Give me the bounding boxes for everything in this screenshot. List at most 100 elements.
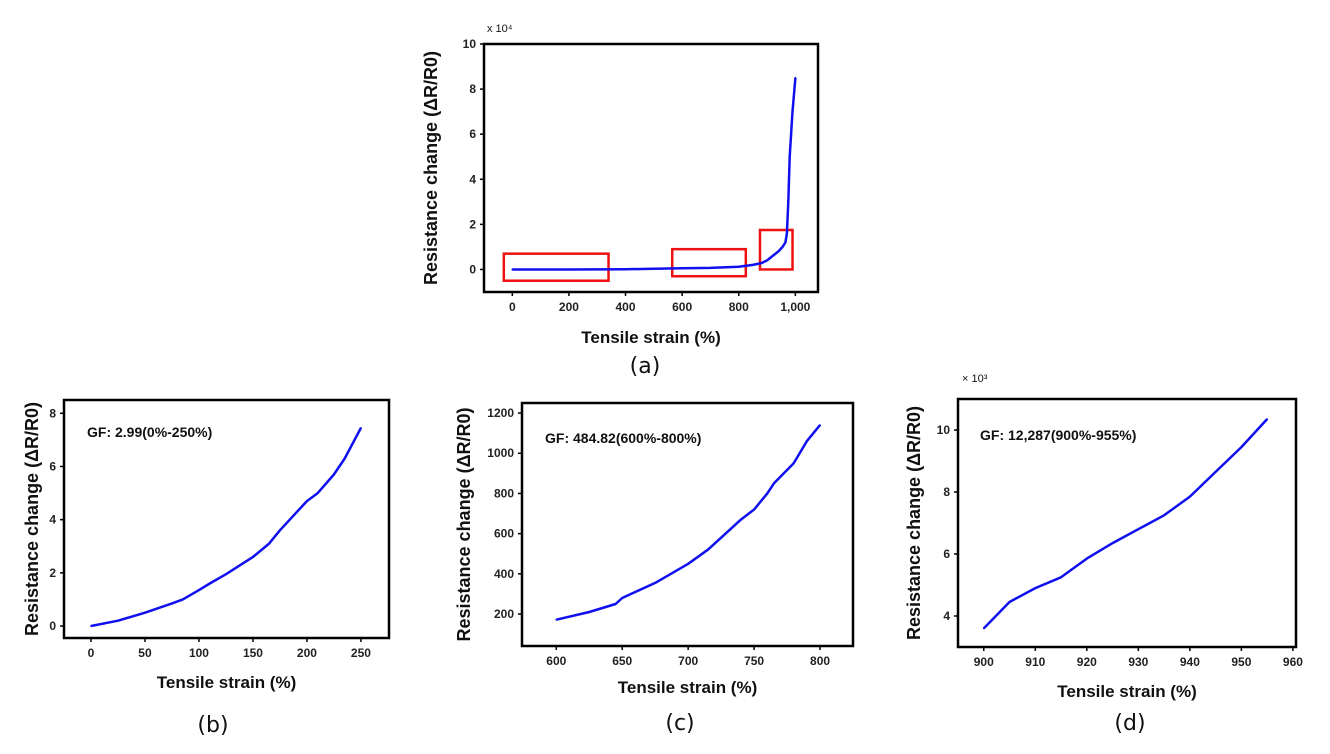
data-point xyxy=(740,518,742,521)
y-tick-label: 200 xyxy=(494,607,514,621)
x-tick-label: 940 xyxy=(1180,655,1200,669)
y-axis-label: Resistance change (ΔR/R0) xyxy=(454,407,474,641)
data-point xyxy=(1266,418,1269,421)
plot-frame xyxy=(956,397,1298,649)
y-tick-label: 6 xyxy=(469,127,476,141)
data-point xyxy=(709,266,712,269)
y-axis-multiplier: × 10³ xyxy=(962,373,988,385)
chart-panel-c: 600 650 700 750 800 200 400 600 800 1000 1200 Tensi… xyxy=(454,401,855,736)
data-point xyxy=(781,246,784,248)
data-point xyxy=(791,110,794,113)
data-point xyxy=(707,548,709,551)
x-tick-label: 250 xyxy=(351,646,371,660)
data-point xyxy=(654,581,657,584)
data-point xyxy=(208,582,211,585)
x-tick-label: 1,000 xyxy=(780,300,810,314)
data-point xyxy=(316,492,319,494)
highlight-region-box xyxy=(670,247,748,278)
x-tick-label: 910 xyxy=(1025,655,1045,669)
y-tick-label: 6 xyxy=(943,547,950,561)
data-series-line xyxy=(982,418,1269,630)
data-point xyxy=(90,625,92,627)
x-tick-label: 200 xyxy=(559,300,579,314)
x-tick-label: 900 xyxy=(974,655,994,669)
highlight-region-box xyxy=(758,228,794,271)
x-tick-label: 650 xyxy=(612,654,632,668)
data-point xyxy=(766,259,768,262)
data-point xyxy=(268,542,271,545)
y-tick-label: 800 xyxy=(494,486,514,500)
x-tick-label: 100 xyxy=(189,646,209,660)
data-point xyxy=(819,424,821,427)
x-tick-label: 700 xyxy=(678,654,698,668)
data-point xyxy=(333,473,335,476)
data-point xyxy=(252,555,254,558)
y-tick-label: 0 xyxy=(49,619,56,633)
highlight-region-box xyxy=(502,252,610,282)
data-point xyxy=(1034,587,1037,589)
data-point xyxy=(777,250,780,253)
data-point xyxy=(720,536,723,539)
panel-label: (c) xyxy=(665,711,694,736)
data-point xyxy=(766,492,769,495)
x-tick-label: 920 xyxy=(1077,655,1097,669)
y-tick-label: 600 xyxy=(494,527,514,541)
x-axis-label: Tensile strain (%) xyxy=(157,673,297,692)
data-point xyxy=(568,268,570,271)
data-point xyxy=(652,267,655,270)
data-point xyxy=(588,611,591,613)
y-axis-label: Resistance change (ΔR/R0) xyxy=(421,51,441,285)
x-tick-label: 950 xyxy=(1231,655,1251,669)
data-point xyxy=(279,529,281,532)
y-tick-label: 400 xyxy=(494,567,514,581)
panel-label: (b) xyxy=(197,713,228,738)
data-point xyxy=(624,268,627,271)
data-point xyxy=(772,482,775,485)
data-point xyxy=(751,264,754,266)
y-tick-label: 10 xyxy=(463,37,477,51)
data-point xyxy=(181,598,184,601)
data-point xyxy=(360,427,362,429)
data-point xyxy=(1060,576,1062,579)
y-tick-label: 8 xyxy=(49,406,56,420)
x-axis-label: Tensile strain (%) xyxy=(1057,682,1197,701)
data-point xyxy=(1111,542,1114,545)
data-point xyxy=(614,603,617,605)
x-tick-label: 600 xyxy=(546,654,566,668)
data-point xyxy=(171,602,173,605)
y-tick-label: 4 xyxy=(49,513,56,527)
x-axis-label: Tensile strain (%) xyxy=(618,678,758,697)
panel-label: (d) xyxy=(1114,711,1145,736)
gauge-factor-annotation: GF: 12,287(900%-955%) xyxy=(980,427,1136,443)
data-point xyxy=(737,265,740,268)
x-axis-label: Tensile strain (%) xyxy=(581,328,721,347)
y-tick-label: 2 xyxy=(469,217,476,231)
y-axis-label: Resistance change (ΔR/R0) xyxy=(904,406,924,640)
y-tick-label: 8 xyxy=(943,485,950,499)
data-point xyxy=(794,76,797,79)
data-point xyxy=(225,573,227,576)
x-tick-label: 0 xyxy=(88,646,95,660)
data-series-line xyxy=(90,427,363,628)
data-point xyxy=(621,597,624,599)
y-tick-label: 0 xyxy=(469,262,476,276)
data-point xyxy=(982,627,985,630)
y-tick-label: 2 xyxy=(49,566,56,580)
y-tick-label: 4 xyxy=(943,609,950,623)
data-point xyxy=(788,155,791,158)
x-tick-label: 930 xyxy=(1128,655,1148,669)
y-axis-label: Resistance change (ΔR/R0) xyxy=(22,402,42,636)
data-series-line xyxy=(512,77,797,271)
y-tick-label: 8 xyxy=(469,82,476,96)
data-point xyxy=(1214,470,1217,473)
x-tick-label: 150 xyxy=(243,646,263,660)
data-point xyxy=(760,262,763,265)
x-tick-label: 50 xyxy=(138,646,152,660)
x-tick-label: 400 xyxy=(616,300,636,314)
data-point xyxy=(687,562,690,565)
plot-frame xyxy=(482,42,820,294)
data-point xyxy=(1188,495,1191,498)
data-series-line xyxy=(556,424,821,621)
y-tick-label: 10 xyxy=(937,423,951,437)
